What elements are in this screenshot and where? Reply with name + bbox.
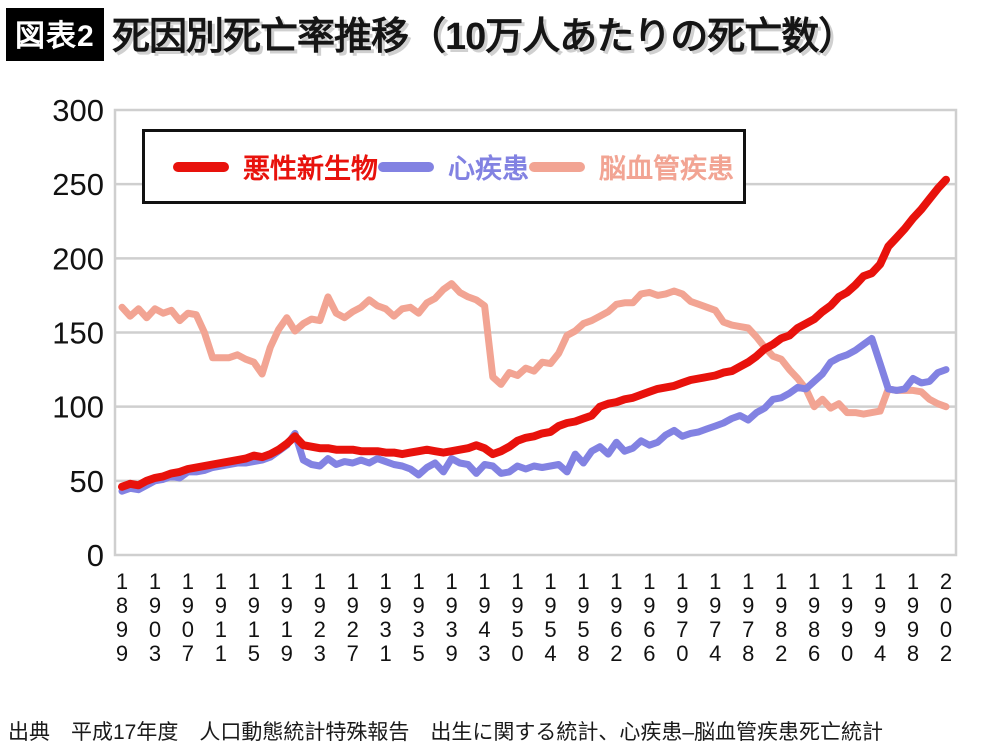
figure-badge: 図表2 xyxy=(6,8,104,61)
legend-item-malignant-neoplasms: 悪性新生物 xyxy=(173,147,378,186)
y-tick-label: 50 xyxy=(70,464,104,499)
legend-swatch-malignant-neoplasms xyxy=(173,161,229,172)
series-line-cerebrovascular-disease xyxy=(118,280,950,418)
legend-item-cerebrovascular-disease: 脳血管疾患 xyxy=(529,147,734,186)
y-tick-label: 150 xyxy=(52,316,104,351)
figure-title: 死因別死亡率推移（10万人あたりの死亡数） xyxy=(112,16,856,58)
source-note: 出典 平成17年度 人口動態統計特殊報告 出生に関する統計、心疾患–脳血管疾患死… xyxy=(8,721,884,744)
legend-label-cerebrovascular-disease: 脳血管疾患 xyxy=(599,154,734,184)
y-tick-label: 0 xyxy=(87,538,104,573)
legend-swatch-cerebrovascular-disease xyxy=(529,161,585,172)
chart-legend: 悪性新生物 心疾患 脳血管疾患 xyxy=(142,129,746,204)
legend-label-heart-disease: 心疾患 xyxy=(448,154,529,184)
y-tick-label: 300 xyxy=(52,93,104,128)
series-line-malignant-neoplasms xyxy=(118,175,950,491)
figure-header: 図表2 死因別死亡率推移（10万人あたりの死亡数） xyxy=(0,0,990,64)
y-tick-label: 250 xyxy=(52,167,104,202)
y-tick-label: 100 xyxy=(52,390,104,425)
y-tick-label: 200 xyxy=(52,241,104,276)
legend-item-heart-disease: 心疾患 xyxy=(378,147,529,186)
legend-label-malignant-neoplasms: 悪性新生物 xyxy=(243,154,378,184)
legend-swatch-heart-disease xyxy=(378,161,434,172)
